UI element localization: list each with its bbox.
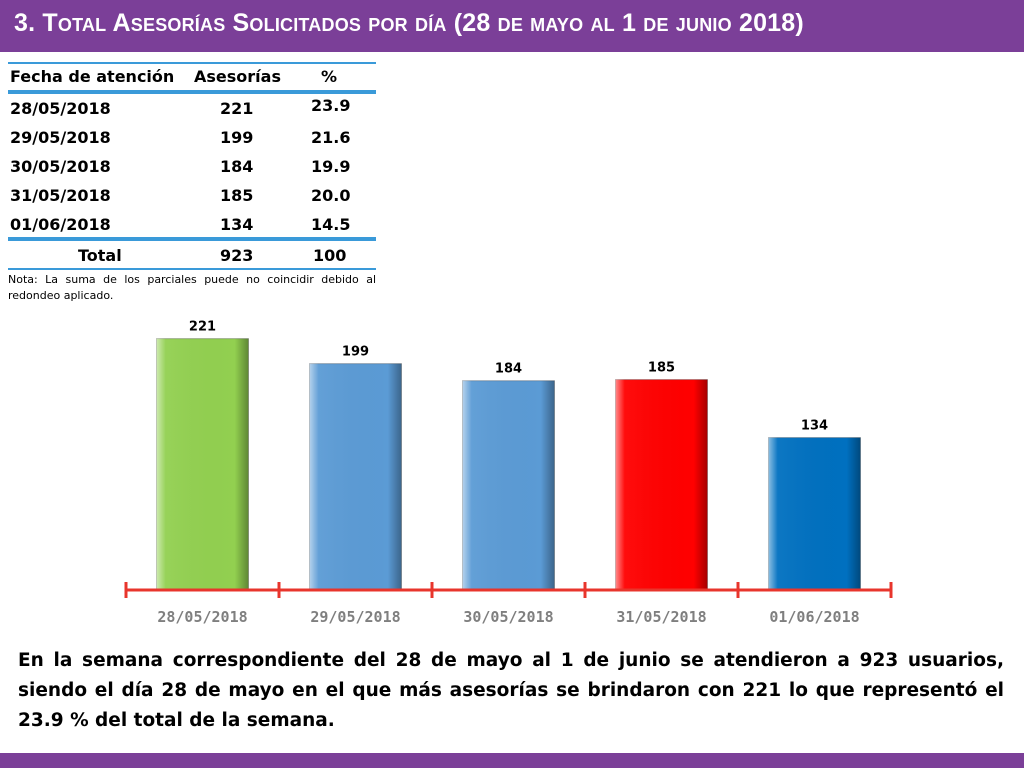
table-row-date: 31/05/2018 <box>10 186 111 205</box>
table-row-pct: 19.9 <box>311 157 351 176</box>
bottom-bar <box>0 753 1024 768</box>
table-row-count: 185 <box>220 186 254 205</box>
table-rule-total <box>8 237 376 241</box>
data-label: 184 <box>495 362 522 377</box>
summary-text: En la semana correspondiente del 28 de m… <box>18 650 1004 731</box>
table-row-pct: 23.9 <box>311 96 351 115</box>
table-row-date: 28/05/2018 <box>10 99 111 118</box>
table-rule-header <box>8 90 376 94</box>
table-rule-bottom <box>8 268 376 270</box>
data-label: 134 <box>801 419 828 434</box>
x-tick-label: 31/05/2018 <box>616 608 706 626</box>
col-header-date: Fecha de atención <box>10 67 175 86</box>
table-row-date: 30/05/2018 <box>10 157 111 176</box>
table-row-date: 01/06/2018 <box>10 215 111 234</box>
table-row-date: 29/05/2018 <box>10 128 111 147</box>
slide-title: 3. Total Asesorías Solicitados por día (… <box>14 9 804 37</box>
table-row-count: 134 <box>220 215 254 234</box>
data-label: 221 <box>189 320 216 335</box>
table-row-count: 199 <box>220 128 254 147</box>
table-row-pct: 14.5 <box>311 215 351 234</box>
x-tick-label: 30/05/2018 <box>463 608 553 626</box>
total-count: 923 <box>220 246 254 265</box>
table-row-pct: 21.6 <box>311 128 351 147</box>
table-row-count: 184 <box>220 157 254 176</box>
table-rule-top <box>8 62 376 64</box>
title-bar: 3. Total Asesorías Solicitados por día (… <box>0 0 1024 52</box>
x-tick-label: 28/05/2018 <box>157 608 247 626</box>
data-label: 185 <box>648 361 675 376</box>
data-label: 199 <box>342 345 369 360</box>
col-header-count: Asesorías <box>194 67 281 86</box>
bar-shading <box>156 338 249 590</box>
table-note: Nota: La suma de los parciales puede no … <box>8 273 376 302</box>
col-header-pct: % <box>321 67 338 86</box>
bar-shading <box>768 437 861 590</box>
table-row-pct: 20.0 <box>311 186 351 205</box>
bar-shading <box>309 363 402 590</box>
table-row-count: 221 <box>220 99 254 118</box>
x-tick-label: 01/06/2018 <box>769 608 859 626</box>
bar-chart: 221 28/05/2018 199 29/05/2018 184 30/05/2018 1… <box>124 320 893 626</box>
x-tick-label: 29/05/2018 <box>310 608 400 626</box>
total-label: Total <box>78 246 122 265</box>
bar-shading <box>615 379 708 590</box>
bar-shading <box>462 380 555 590</box>
total-pct: 100 <box>313 246 347 265</box>
